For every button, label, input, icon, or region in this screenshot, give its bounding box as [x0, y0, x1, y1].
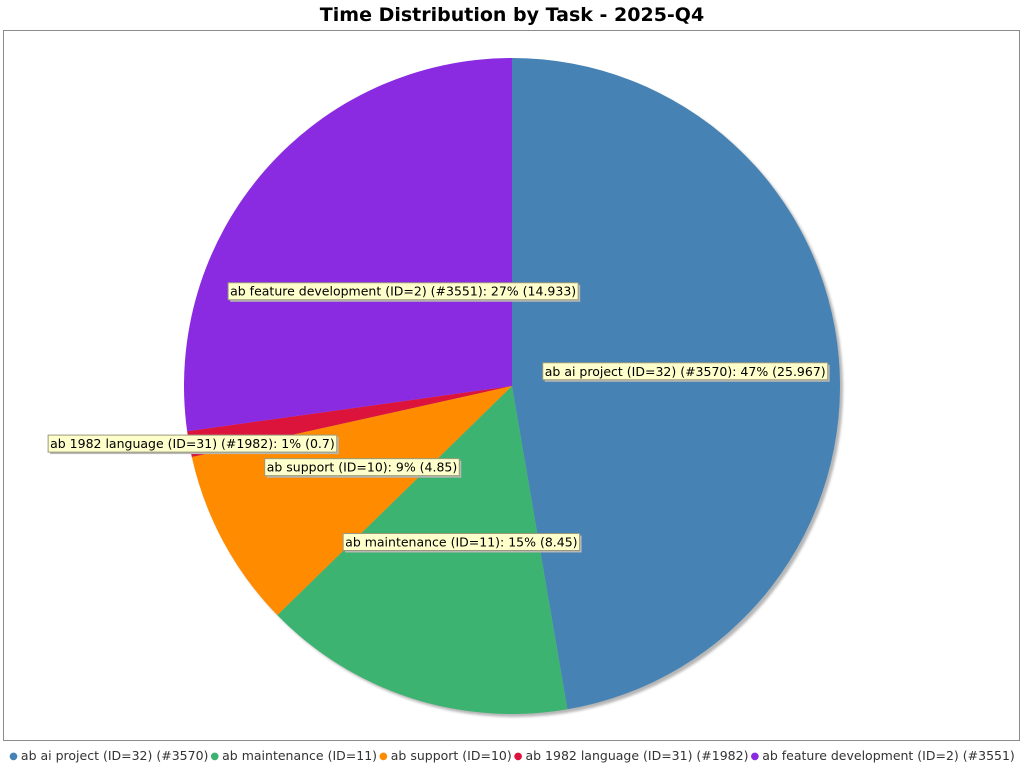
legend-dot-icon: ●: [210, 751, 220, 762]
slice-label-text: ab support (ID=10): 9% (4.85): [267, 460, 458, 475]
slice-label-box: [47, 434, 338, 453]
pie-slice[interactable]: [512, 58, 840, 710]
legend-item[interactable]: ● ab 1982 language (ID=31) (#1982): [514, 748, 749, 763]
slice-label-text: ab maintenance (ID=11): 15% (8.45): [345, 534, 577, 549]
pie-slices: [184, 58, 840, 714]
legend-label: ab feature development (ID=2) (#3551): [762, 748, 1015, 763]
slice-label-box: [542, 362, 829, 381]
legend-dot-icon: ●: [379, 751, 388, 762]
pie-labels: ab ai project (ID=32) (#3570): 47% (25.9…: [47, 282, 830, 553]
legend-label: ab support (ID=10): [390, 748, 512, 763]
slice-label-box: [342, 532, 581, 551]
slice-label-box: [227, 282, 579, 301]
legend-dot-icon: ●: [9, 751, 18, 762]
slice-label-box: [264, 458, 460, 477]
legend-label: ab 1982 language (ID=31) (#1982): [525, 748, 749, 763]
slice-label: ab 1982 language (ID=31) (#1982): 1% (0.…: [47, 434, 339, 455]
pie-slice[interactable]: [184, 58, 512, 432]
slice-label: ab feature development (ID=2) (#3551): 2…: [227, 282, 581, 302]
slice-label-text: ab feature development (ID=2) (#3551): 2…: [230, 284, 576, 299]
slice-label: ab maintenance (ID=11): 15% (8.45): [342, 532, 582, 553]
slice-label-text: ab ai project (ID=32) (#3570): 47% (25.9…: [545, 364, 826, 379]
legend-label: ab ai project (ID=32) (#3570): [20, 748, 209, 763]
legend-item[interactable]: ● ab support (ID=10): [379, 748, 512, 763]
legend-item[interactable]: ● ab ai project (ID=32) (#3570): [9, 748, 208, 763]
legend-item[interactable]: ● ab maintenance (ID=11): [210, 748, 377, 763]
chart-title: Time Distribution by Task - 2025-Q4: [319, 4, 705, 26]
legend-dot-icon: ●: [513, 751, 523, 762]
slice-label-text: ab 1982 language (ID=31) (#1982): 1% (0.…: [50, 436, 335, 451]
slice-label: ab ai project (ID=32) (#3570): 47% (25.9…: [542, 362, 830, 382]
pie-chart: ab ai project (ID=32) (#3570): 47% (25.9…: [47, 58, 843, 717]
legend: ● ab ai project (ID=32) (#3570) ● ab mainte…: [0, 746, 1024, 767]
legend-dot-icon: ●: [750, 751, 760, 762]
legend-label: ab maintenance (ID=11): [222, 748, 378, 763]
slice-label: ab support (ID=10): 9% (4.85): [264, 458, 462, 478]
legend-item[interactable]: ● ab feature development (ID=2) (#3551): [750, 748, 1014, 763]
